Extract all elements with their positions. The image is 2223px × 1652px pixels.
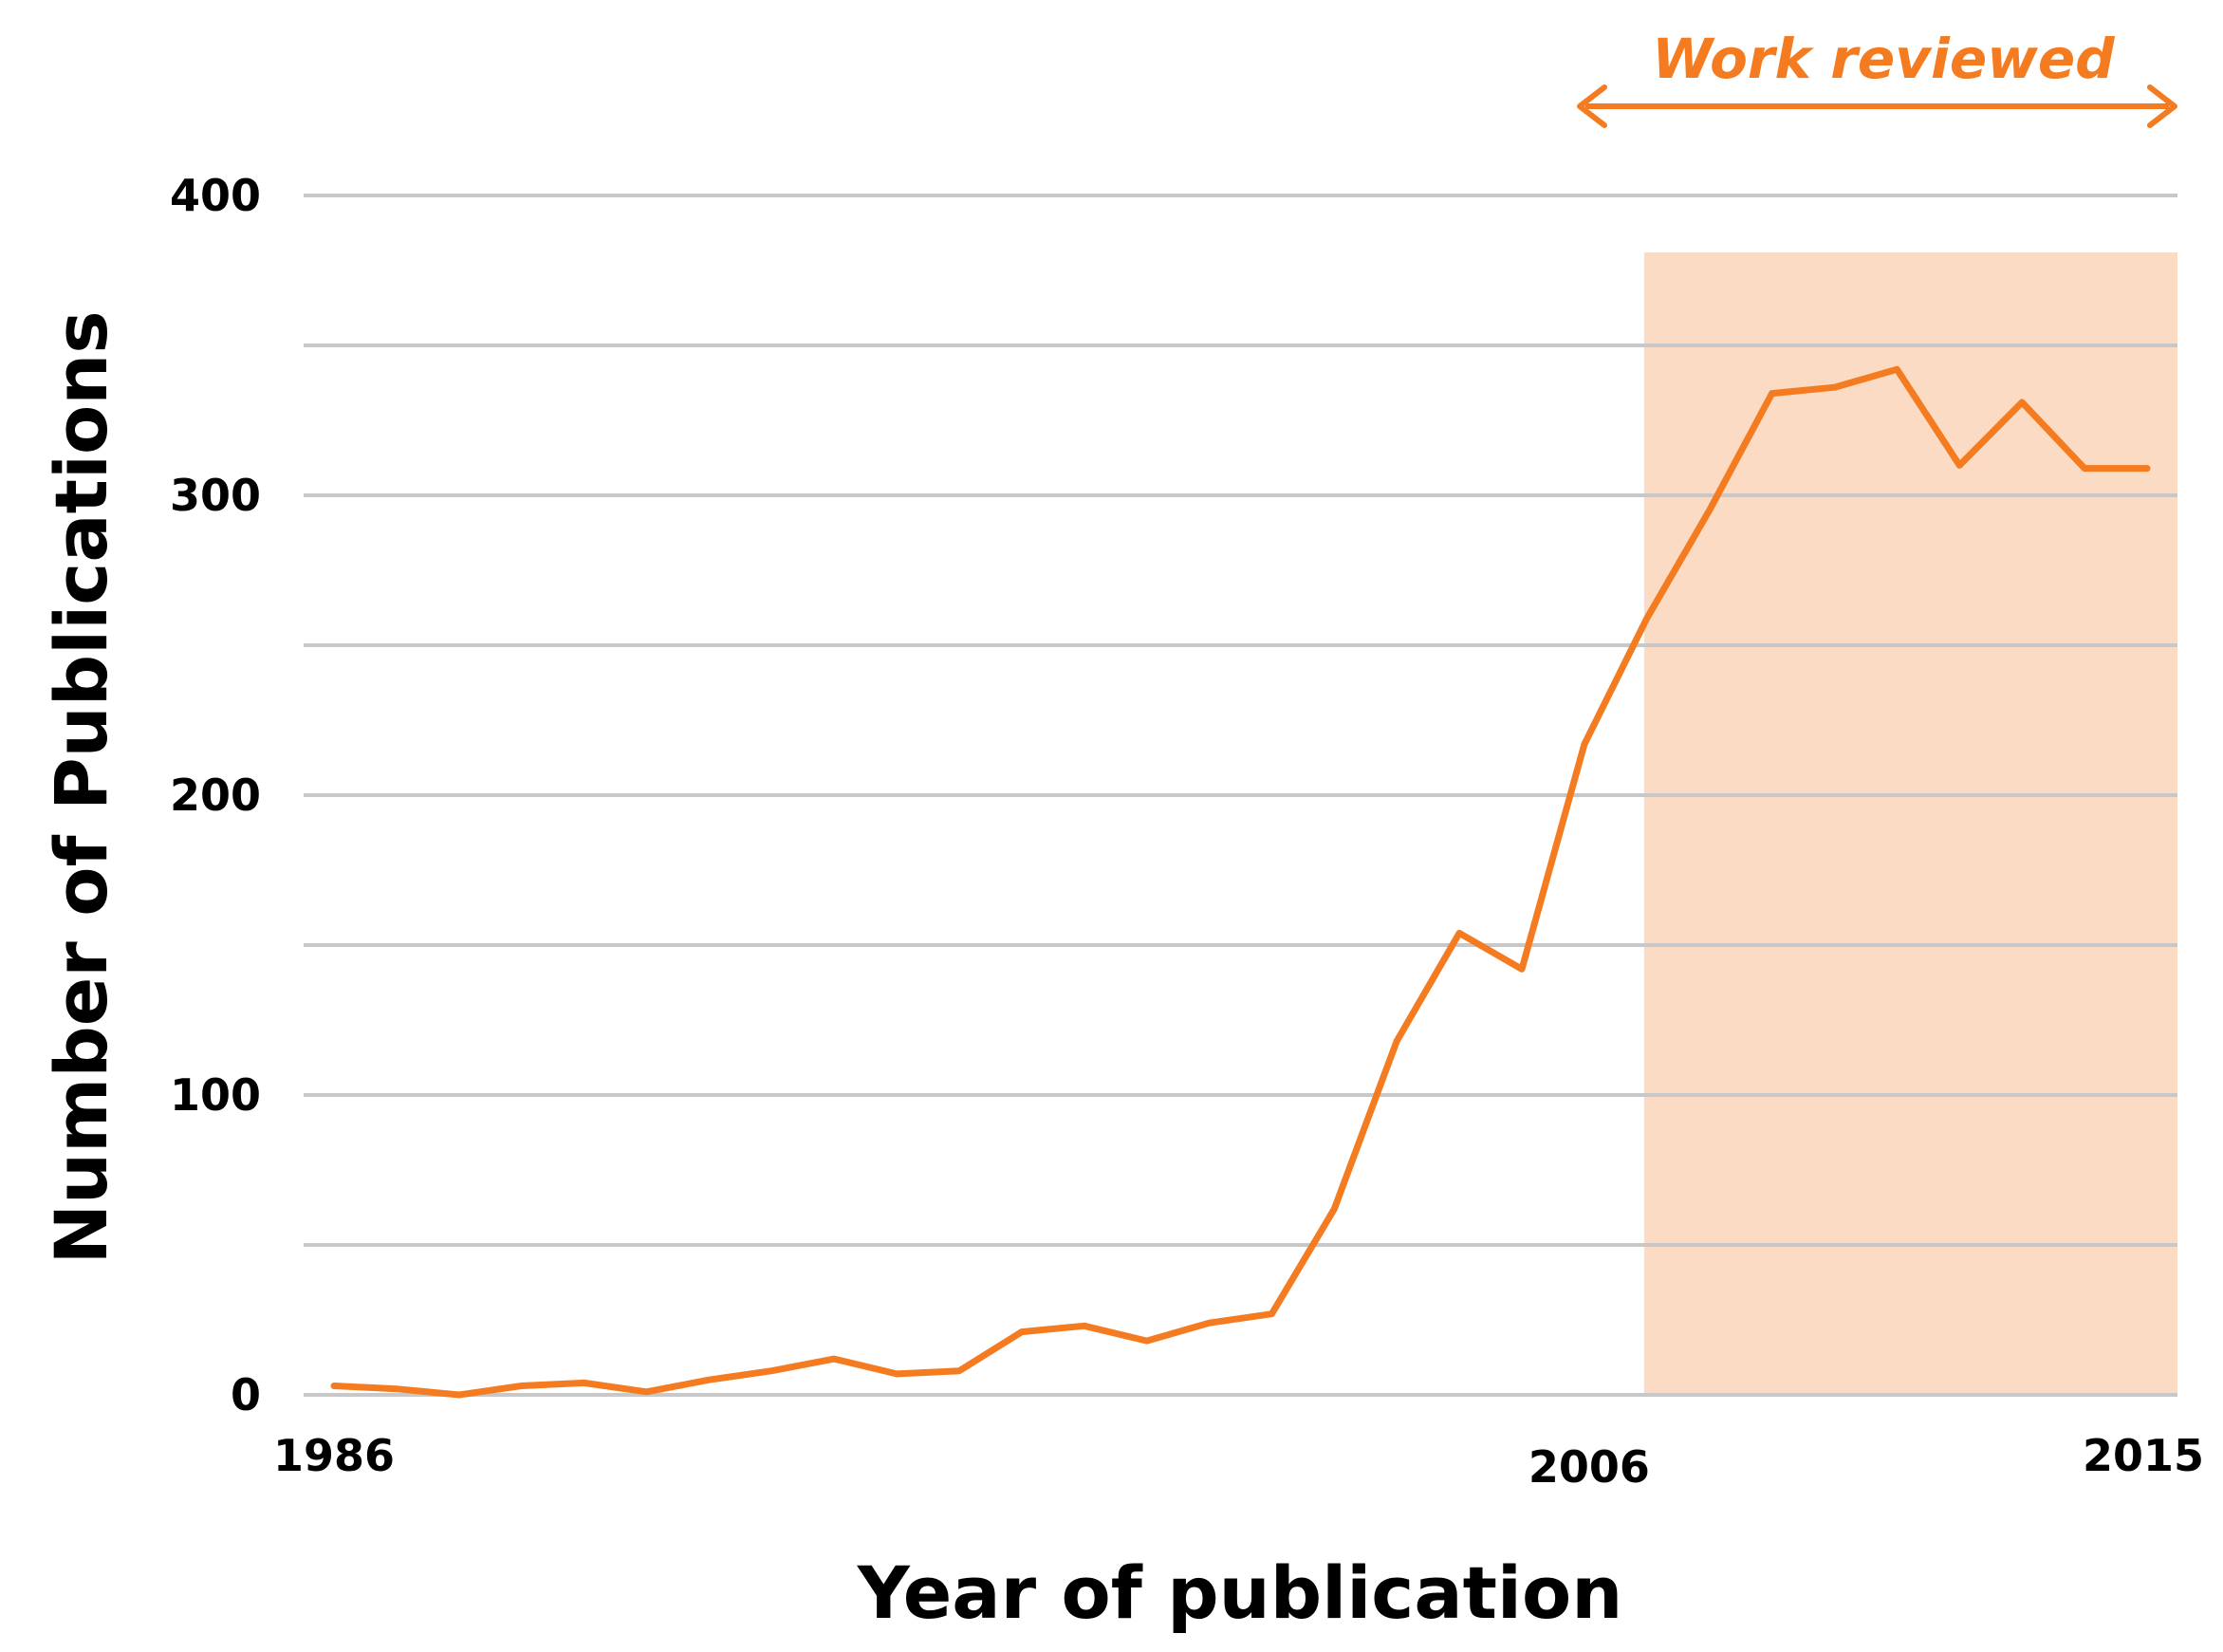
gridlines: [304, 194, 2177, 1397]
arrow-head-left: [1577, 84, 1607, 128]
arrow-head-right: [2147, 84, 2177, 128]
annotation-layer: Work reviewed: [1577, 27, 2177, 128]
highlight-region: [1643, 252, 2177, 1395]
series-line: [330, 365, 2151, 1399]
x-tick-label: 1986: [273, 1430, 395, 1481]
highlight-region-layer: [1643, 252, 2177, 1395]
y-tick-label: 0: [231, 1369, 261, 1420]
x-axis-ticks: 1986 2006 2015: [273, 1430, 2204, 1493]
y-tick-label: 400: [170, 170, 261, 221]
x-tick-label: 2015: [2083, 1430, 2204, 1481]
x-axis-title: Year of publication: [857, 1550, 1623, 1635]
y-axis-title: Number of Publications: [39, 310, 123, 1264]
y-axis-ticks: 0 100 200 300 400: [170, 170, 261, 1420]
y-tick-label: 200: [170, 770, 261, 821]
work-reviewed-label: Work reviewed: [1652, 27, 2115, 91]
series-layer: [330, 365, 2151, 1399]
y-tick-label: 300: [170, 470, 261, 521]
x-tick-label: 2006: [1528, 1441, 1650, 1493]
y-tick-label: 100: [170, 1069, 261, 1121]
